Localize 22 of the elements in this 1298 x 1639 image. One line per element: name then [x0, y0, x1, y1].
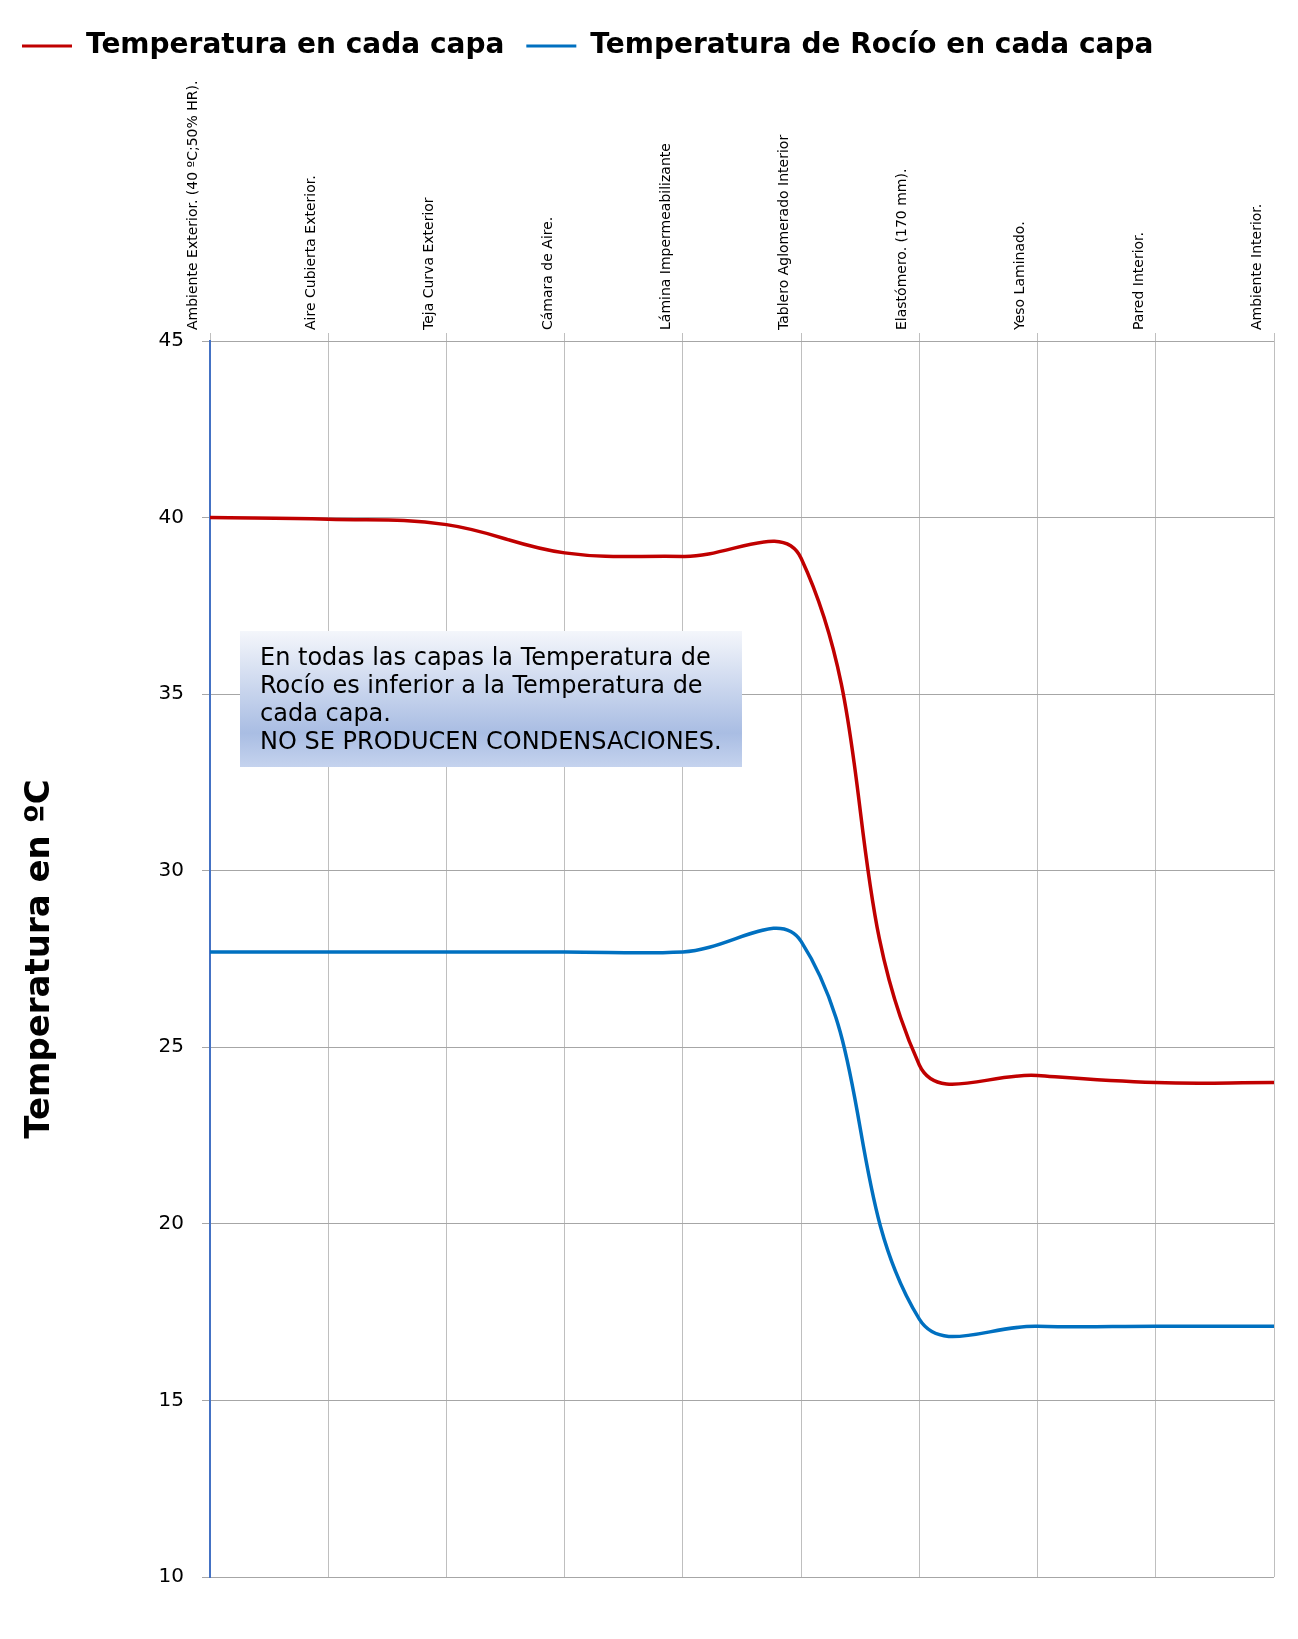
y-axis-title: Temperatura en ºC: [17, 779, 58, 1139]
y-tick-label: 15: [158, 1386, 184, 1411]
x-tick-label: Yeso Laminado.: [1011, 221, 1028, 331]
x-tick-label: Elastómero. (170 mm).: [893, 168, 910, 330]
legend-label: Temperatura en cada capa: [86, 27, 505, 61]
x-tick-label: Teja Curva Exterior: [420, 197, 437, 331]
y-tick-label: 30: [158, 856, 184, 881]
y-tick-label: 10: [158, 1563, 184, 1588]
y-tick-label: 45: [158, 327, 184, 352]
y-tick-label: 25: [158, 1033, 184, 1058]
x-tick-label: Pared Interior.: [1129, 231, 1146, 330]
x-tick-label: Ambiente Interior.: [1247, 203, 1264, 330]
y-tick-label: 40: [158, 503, 184, 528]
x-tick-label: Ambiente Exterior. (40 ºC;50% HR).: [183, 80, 200, 330]
annotation: En todas las capas la Temperatura de Rocío es inferior a la Temperatura de cada capa. NO SE PRODUCEN CONDENSACIONES.: [240, 630, 742, 767]
x-tick-label: Tablero Aglomerado Interior: [774, 134, 791, 331]
legend-label: Temperatura de Rocío en cada capa: [590, 27, 1154, 61]
x-tick-label: Cámara de Aire.: [538, 216, 555, 330]
x-tick-label: Aire Cubierta Exterior.: [302, 175, 319, 330]
y-tick-label: 20: [158, 1210, 184, 1235]
x-tick-label: Lámina Impermeabilizante: [656, 143, 673, 330]
y-tick-label: 35: [158, 680, 184, 705]
